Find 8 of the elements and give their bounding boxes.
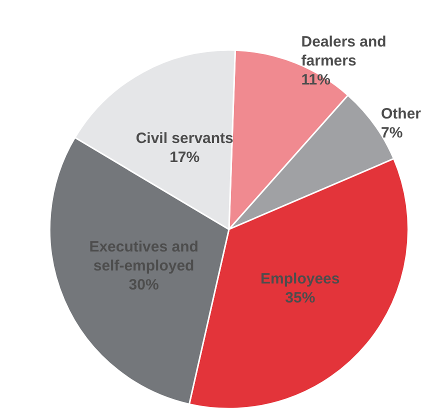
data-label: 35%: [285, 290, 316, 307]
data-label: 7%: [381, 124, 403, 142]
data-label: 11%: [301, 72, 330, 89]
slice-label: Employees: [260, 270, 340, 288]
data-label: 17%: [170, 149, 200, 166]
slice-label: Civil servants: [136, 130, 234, 147]
slice-label: Other: [381, 105, 422, 122]
slice-label: Dealers and farmers: [301, 34, 386, 70]
